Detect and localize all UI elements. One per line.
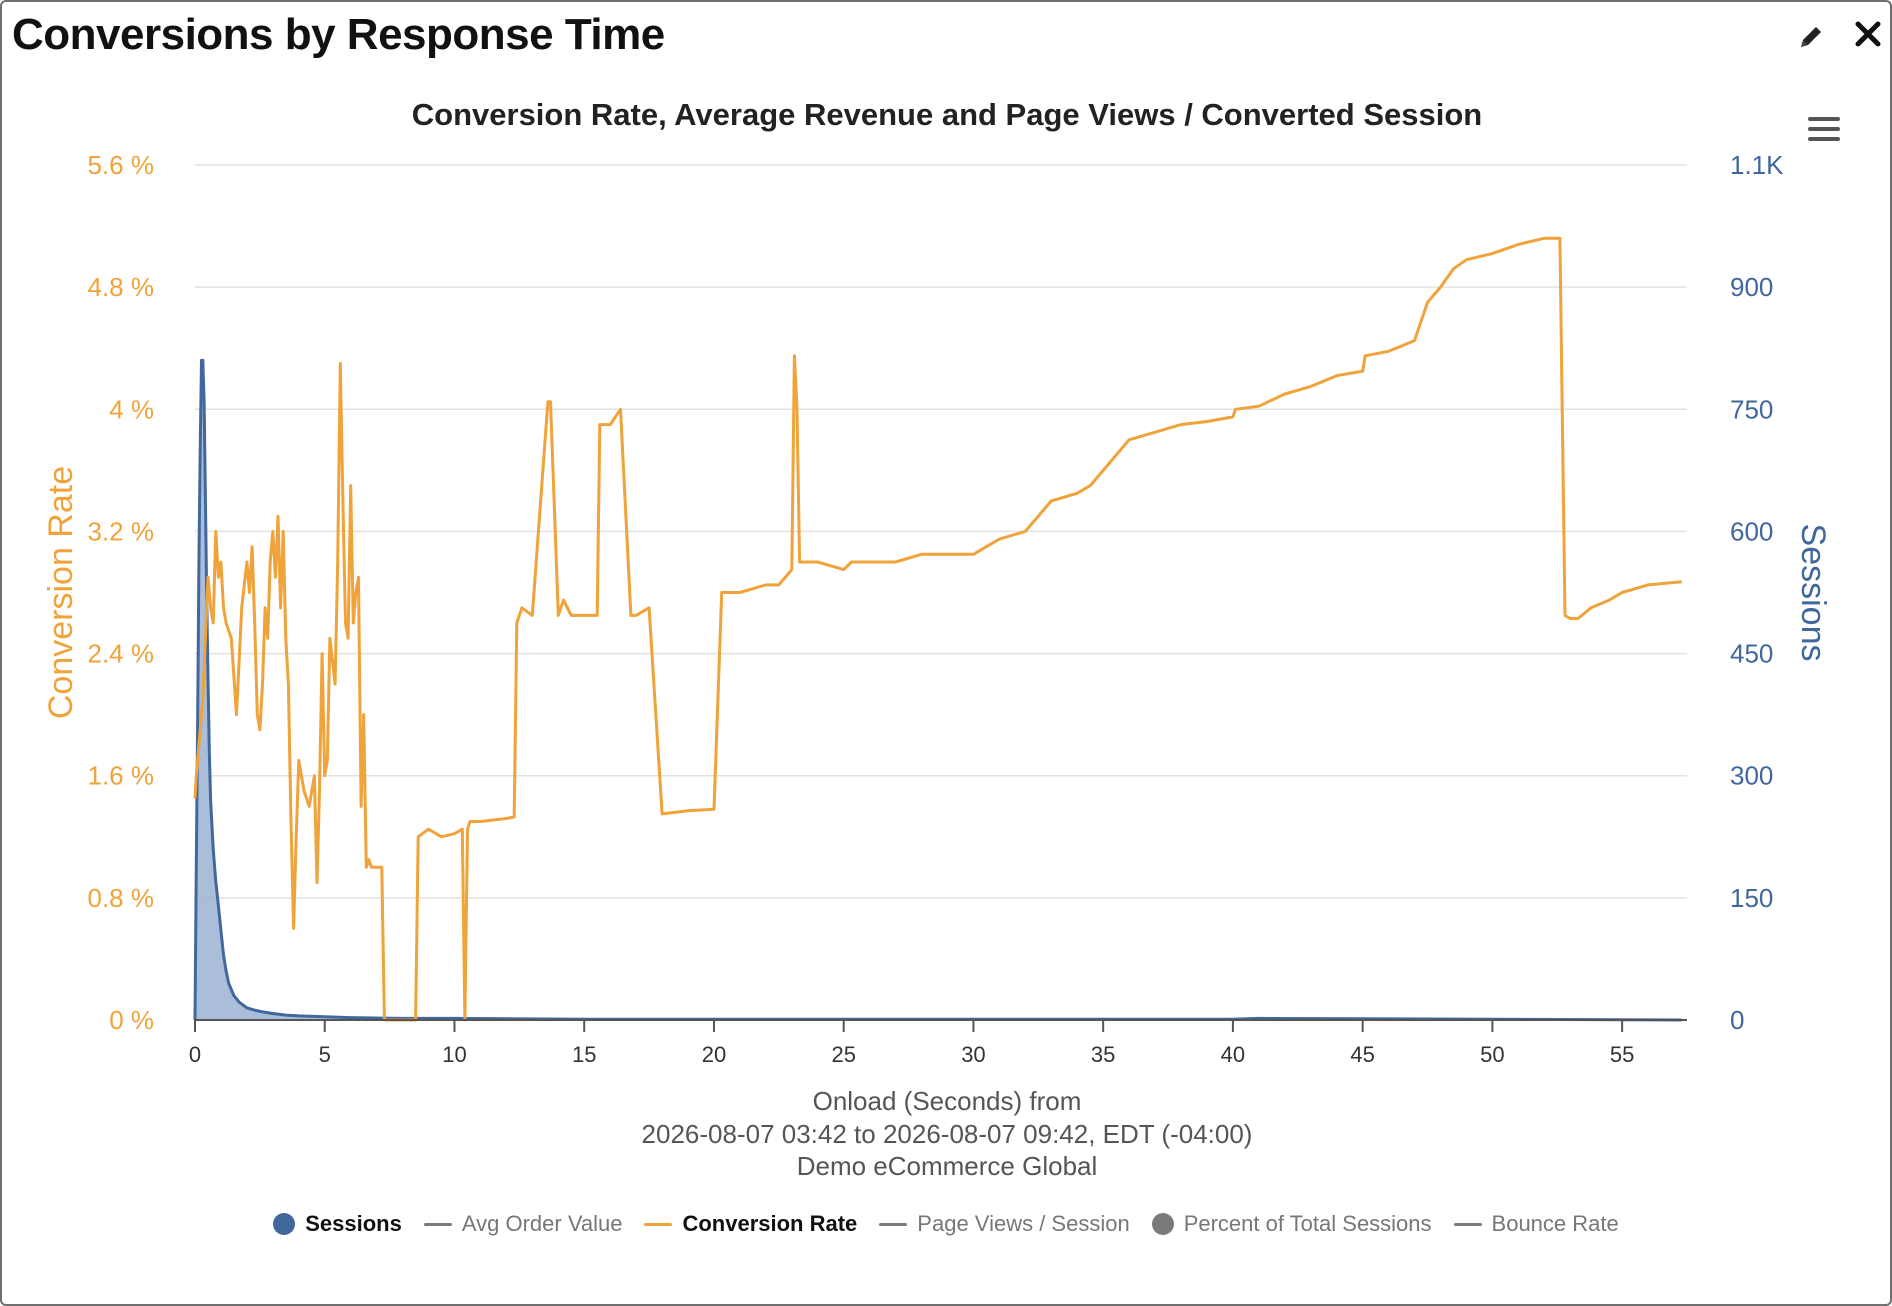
pencil-icon[interactable]	[1796, 22, 1826, 52]
legend-item-conversion-rate[interactable]: Conversion Rate	[644, 1211, 857, 1237]
y-right-tick-label: 0	[1730, 1005, 1744, 1035]
x-tick-label: 20	[702, 1042, 726, 1067]
x-tick-label: 55	[1610, 1042, 1634, 1067]
x-axis-label: Onload (Seconds) from	[813, 1086, 1082, 1116]
x-tick-label: 0	[189, 1042, 201, 1067]
y-right-tick-label: 1.1K	[1730, 150, 1784, 180]
y-right-tick-label: 300	[1730, 761, 1773, 791]
legend-line-icon	[423, 1222, 452, 1226]
y-left-tick-label: 0 %	[109, 1005, 154, 1035]
x-axis-date-range: 2026-08-07 03:42 to 2026-08-07 09:42, ED…	[642, 1119, 1253, 1149]
y-left-tick-label: 4 %	[109, 394, 154, 424]
legend-item-avg-order-value[interactable]: Avg Order Value	[423, 1211, 623, 1237]
x-tick-label: 50	[1480, 1042, 1504, 1067]
y-right-tick-label: 600	[1730, 516, 1773, 546]
y-right-tick-label: 450	[1730, 639, 1773, 669]
x-tick-label: 40	[1221, 1042, 1245, 1067]
y-right-tick-label: 750	[1730, 394, 1773, 424]
close-icon[interactable]	[1852, 18, 1884, 50]
legend-circle-icon	[1151, 1213, 1174, 1235]
y-left-tick-label: 3.2 %	[88, 516, 155, 546]
legend-line-icon	[644, 1222, 673, 1226]
y-left-tick-label: 5.6 %	[88, 150, 155, 180]
y-left-tick-label: 4.8 %	[88, 272, 155, 302]
x-tick-label: 45	[1350, 1042, 1374, 1067]
chart-legend: Sessions Avg Order Value Conversion Rate Pa…	[2, 1204, 1890, 1244]
x-tick-label: 5	[319, 1042, 331, 1067]
legend-circle-icon	[273, 1213, 296, 1235]
x-tick-label: 35	[1091, 1042, 1115, 1067]
chart-title: Conversion Rate, Average Revenue and Pag…	[412, 97, 1482, 132]
legend-label: Conversion Rate	[682, 1211, 858, 1236]
y-left-tick-label: 2.4 %	[88, 639, 155, 669]
y-axis-right-label: Sessions	[1794, 524, 1832, 662]
legend-item-bounce-rate[interactable]: Bounce Rate	[1453, 1211, 1619, 1237]
legend-label: Sessions	[305, 1211, 402, 1236]
conversion-rate-line	[193, 236, 1682, 1022]
x-tick-label: 25	[831, 1042, 855, 1067]
legend-line-icon	[1453, 1222, 1482, 1226]
legend-item-sessions[interactable]: Sessions	[273, 1211, 402, 1237]
y-right-tick-label: 150	[1730, 883, 1773, 913]
legend-label: Page Views / Session	[917, 1211, 1130, 1236]
sessions-line	[193, 358, 1682, 1022]
legend-label: Percent of Total Sessions	[1183, 1211, 1432, 1236]
x-axis-source: Demo eCommerce Global	[797, 1151, 1098, 1181]
legend-item-page-views-session[interactable]: Page Views / Session	[879, 1211, 1130, 1237]
y-left-tick-label: 0.8 %	[88, 883, 155, 913]
x-tick-label: 30	[961, 1042, 985, 1067]
legend-label: Avg Order Value	[461, 1211, 623, 1236]
y-right-tick-label: 900	[1730, 272, 1773, 302]
widget-title: Conversions by Response Time	[12, 10, 665, 59]
y-left-tick-label: 1.6 %	[88, 761, 155, 791]
x-tick-label: 10	[442, 1042, 466, 1067]
y-axis-left-label: Conversion Rate	[42, 466, 80, 719]
legend-item-percent-of-total-sessions[interactable]: Percent of Total Sessions	[1151, 1211, 1432, 1237]
x-tick-label: 15	[572, 1042, 596, 1067]
sessions-area	[195, 360, 1682, 1020]
hamburger-menu-icon[interactable]	[1806, 114, 1842, 144]
legend-label: Bounce Rate	[1491, 1211, 1619, 1236]
legend-line-icon	[879, 1222, 908, 1226]
